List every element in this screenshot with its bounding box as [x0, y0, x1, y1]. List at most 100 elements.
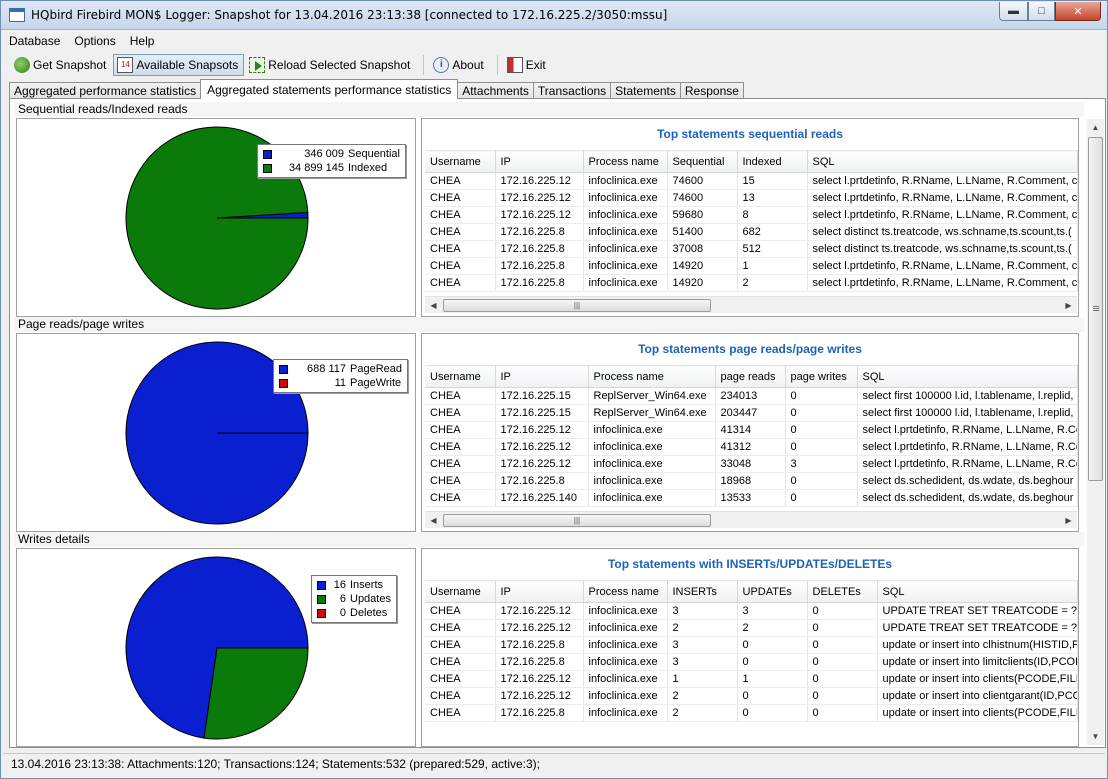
table-row[interactable]: CHEA 172.16.225.8 infoclinica.exe 3 0 0 update… — [425, 636, 1078, 654]
column-header[interactable]: Username — [425, 150, 496, 173]
column-header[interactable]: SQL — [857, 365, 1078, 388]
scroll-up-icon[interactable]: ▲ — [1091, 123, 1100, 132]
column-header[interactable]: SQL — [877, 580, 1078, 603]
table-header-row: Username IP Process name Sequential Indexed S… — [425, 150, 1078, 173]
tab-response[interactable]: Response — [679, 82, 744, 99]
column-header[interactable]: IP — [495, 150, 584, 173]
table-row[interactable]: CHEA 172.16.225.12 infoclinica.exe 41312 0 se… — [425, 438, 1078, 456]
table-cell: UPDATE TREAT SET TREATCODE = ?,PC — [877, 602, 1078, 620]
tab-aggregated-statements[interactable]: Aggregated statements performance statis… — [200, 79, 459, 99]
reload-snapshot-button[interactable]: Reload Selected Snapshot — [246, 54, 415, 76]
exit-button[interactable]: Exit — [504, 54, 551, 76]
close-button[interactable]: ✕ — [1055, 2, 1101, 21]
scroll-right-icon[interactable]: ▶ — [1065, 516, 1072, 525]
table-row[interactable]: CHEA 172.16.225.12 infoclinica.exe 2 2 0 UPDAT… — [425, 619, 1078, 637]
table-cell: CHEA — [425, 489, 496, 507]
scroll-left-icon[interactable]: ◀ — [430, 301, 437, 310]
tab-attachments[interactable]: Attachments — [457, 82, 534, 99]
legend-entry: 16 Inserts — [317, 578, 391, 592]
column-header[interactable]: IP — [495, 580, 584, 603]
tab-aggregated-performance[interactable]: Aggregated performance statistics — [9, 82, 202, 99]
column-header[interactable]: Username — [425, 580, 496, 603]
table-cell: 0 — [807, 619, 878, 637]
column-header[interactable]: IP — [495, 365, 589, 388]
title-bar[interactable]: HQbird Firebird MON$ Logger: Snapshot fo… — [1, 1, 1107, 30]
scroll-thumb[interactable]: ||| — [443, 514, 711, 527]
scroll-right-icon[interactable]: ▶ — [1065, 301, 1072, 310]
table-cell: 172.16.225.15 — [495, 387, 589, 405]
column-header[interactable]: INSERTs — [667, 580, 738, 603]
horizontal-scrollbar[interactable]: ◀ ||| ▶ — [425, 511, 1077, 528]
table-cell: 203447 — [715, 404, 786, 422]
table-row[interactable]: CHEA 172.16.225.12 infoclinica.exe 33048 3 se… — [425, 455, 1078, 473]
table-row[interactable]: CHEA 172.16.225.12 infoclinica.exe 1 1 0 updat… — [425, 670, 1078, 688]
about-button[interactable]: i About — [430, 54, 488, 76]
column-header[interactable]: SQL — [807, 150, 1078, 173]
menu-database[interactable]: Database — [9, 34, 61, 48]
scroll-thumb[interactable]: ||| — [443, 299, 711, 312]
table-row[interactable]: CHEA 172.16.225.12 infoclinica.exe 59680 8 se… — [425, 206, 1078, 224]
table-cell: UPDATE TREAT SET TREATCODE = ?,PC — [877, 619, 1078, 637]
table-cell: 13 — [737, 189, 808, 207]
table-cell: infoclinica.exe — [583, 653, 668, 671]
table-cell: 33048 — [715, 455, 786, 473]
table-row[interactable]: CHEA 172.16.225.15 ReplServer_Win64.exe 203… — [425, 404, 1078, 422]
column-header[interactable]: Sequential — [667, 150, 738, 173]
table-row[interactable]: CHEA 172.16.225.8 infoclinica.exe 2 0 0 update… — [425, 704, 1078, 722]
scroll-down-icon[interactable]: ▼ — [1091, 732, 1100, 741]
table-cell: 2 — [667, 619, 738, 637]
table-row[interactable]: CHEA 172.16.225.8 infoclinica.exe 37008 512 s… — [425, 240, 1078, 258]
get-snapshot-button[interactable]: Get Snapshot — [11, 54, 111, 76]
table-cell: 3 — [667, 636, 738, 654]
minimize-button[interactable]: ▬ — [999, 2, 1028, 21]
table-row[interactable]: CHEA 172.16.225.8 infoclinica.exe 18968 0 sel… — [425, 472, 1078, 490]
table-cell: infoclinica.exe — [583, 240, 668, 258]
table-row[interactable]: CHEA 172.16.225.8 infoclinica.exe 14920 1 sel… — [425, 257, 1078, 275]
column-header[interactable]: Indexed — [737, 150, 808, 173]
table-cell: 0 — [737, 653, 808, 671]
table-row[interactable]: CHEA 172.16.225.8 infoclinica.exe 51400 682 s… — [425, 223, 1078, 241]
column-header[interactable]: page reads — [715, 365, 786, 388]
table-row[interactable]: CHEA 172.16.225.15 ReplServer_Win64.exe 234… — [425, 387, 1078, 405]
column-header[interactable]: DELETEs — [807, 580, 878, 603]
table-row[interactable]: CHEA 172.16.225.12 infoclinica.exe 2 0 0 updat… — [425, 687, 1078, 705]
column-header[interactable]: UPDATEs — [737, 580, 808, 603]
column-header[interactable]: Process name — [583, 580, 668, 603]
table-cell: 2 — [737, 274, 808, 292]
table-cell: 3 — [737, 602, 808, 620]
statements-table[interactable]: Username IP Process name Sequential Indexed S… — [425, 150, 1078, 292]
tab-transactions[interactable]: Transactions — [532, 82, 612, 99]
statements-table[interactable]: Username IP Process name INSERTs UPDATEs DELE… — [425, 580, 1078, 722]
table-row[interactable]: CHEA 172.16.225.12 infoclinica.exe 41314 0 se… — [425, 421, 1078, 439]
scroll-left-icon[interactable]: ◀ — [430, 516, 437, 525]
tab-statements[interactable]: Statements — [610, 82, 681, 99]
scroll-thumb[interactable] — [1088, 137, 1103, 481]
column-header[interactable]: Process name — [583, 150, 668, 173]
vertical-scrollbar[interactable]: ▲ ▼ — [1087, 119, 1104, 745]
table-row[interactable]: CHEA 172.16.225.12 infoclinica.exe 74600 13 s… — [425, 189, 1078, 207]
legend-label: Indexed — [348, 162, 388, 174]
legend-label: Updates — [350, 593, 391, 605]
table-row[interactable]: CHEA 172.16.225.8 infoclinica.exe 3 0 0 update… — [425, 653, 1078, 671]
table-row[interactable]: CHEA 172.16.225.12 infoclinica.exe 3 3 0 UPDAT… — [425, 602, 1078, 620]
menu-bar: Database Options Help — [1, 31, 1107, 51]
legend-value: 16 — [333, 579, 346, 591]
table-cell: CHEA — [425, 206, 496, 224]
maximize-button[interactable]: □ — [1028, 2, 1055, 21]
column-header[interactable]: Process name — [588, 365, 716, 388]
pie-chart-panel: 346 009 Sequential 34 899 145 Indexed — [16, 118, 416, 317]
table-row[interactable]: CHEA 172.16.225.8 infoclinica.exe 14920 2 sel… — [425, 274, 1078, 292]
legend-value: 11 — [334, 377, 346, 389]
legend-entry: 346 009 Sequential — [263, 147, 400, 161]
column-header[interactable]: page writes — [785, 365, 858, 388]
menu-options[interactable]: Options — [74, 34, 116, 48]
legend-entry: 11 PageWrite — [279, 376, 402, 390]
table-row[interactable]: CHEA 172.16.225.140 infoclinica.exe 13533 0 s… — [425, 489, 1078, 507]
menu-help[interactable]: Help — [129, 34, 155, 48]
statements-table[interactable]: Username IP Process name page reads page wri… — [425, 365, 1078, 507]
horizontal-scrollbar[interactable]: ◀ ||| ▶ — [425, 296, 1077, 313]
column-header[interactable]: Username — [425, 365, 496, 388]
table-row[interactable]: CHEA 172.16.225.12 infoclinica.exe 74600 15 s… — [425, 172, 1078, 190]
available-snapshots-button[interactable]: 14 Available Snapsots — [113, 53, 245, 76]
window-controls: ▬ □ ✕ — [999, 2, 1101, 22]
